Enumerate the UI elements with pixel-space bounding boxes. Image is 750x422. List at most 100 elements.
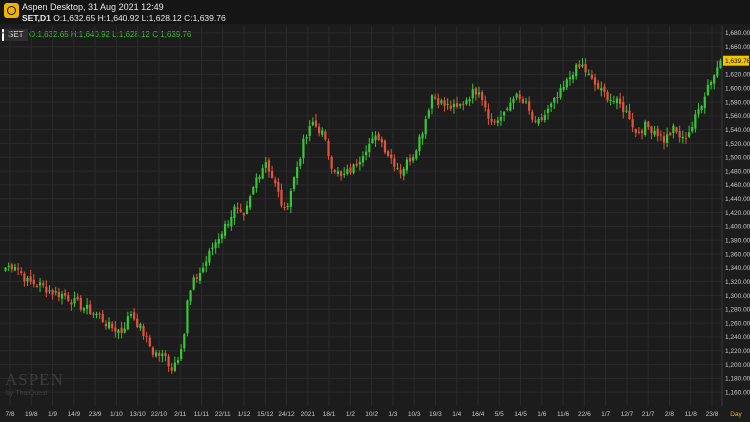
candle-body xyxy=(565,79,568,88)
candle xyxy=(568,70,572,86)
candle xyxy=(434,93,437,100)
candle xyxy=(296,161,299,185)
candle xyxy=(452,99,456,114)
candle xyxy=(481,90,484,106)
candle xyxy=(286,202,289,211)
candle xyxy=(145,331,148,343)
candle xyxy=(565,77,568,91)
candle-body xyxy=(493,121,496,123)
candle xyxy=(584,58,587,77)
candle-body xyxy=(656,128,659,137)
candle xyxy=(647,120,650,131)
candle xyxy=(64,289,67,300)
candle-body xyxy=(515,93,518,98)
candle xyxy=(274,176,277,187)
last-price-box xyxy=(723,55,749,66)
candle xyxy=(365,145,368,161)
y-tick-label: 1,400.00 xyxy=(725,224,750,231)
candle-body xyxy=(496,120,499,123)
candle-body xyxy=(20,271,23,273)
candle xyxy=(396,162,399,171)
candle xyxy=(600,81,603,97)
candle-body xyxy=(343,173,346,175)
candle xyxy=(123,322,126,334)
candle-body xyxy=(697,109,700,115)
candle-body xyxy=(148,337,151,347)
candle xyxy=(120,321,123,339)
candle-body xyxy=(666,134,669,143)
candle-body xyxy=(524,101,528,103)
candle xyxy=(208,248,211,266)
candle xyxy=(719,58,722,69)
candle xyxy=(176,356,180,365)
candle xyxy=(666,127,669,148)
candle xyxy=(249,194,252,211)
candle xyxy=(540,113,543,122)
candle xyxy=(308,120,311,142)
x-tick-label: 12/7 xyxy=(621,411,634,418)
candle-body xyxy=(267,160,271,172)
candle-body xyxy=(684,137,688,139)
candle xyxy=(559,84,562,100)
x-tick-label: 11/6 xyxy=(557,411,570,418)
candle xyxy=(23,271,26,287)
x-tick-label: 1/4 xyxy=(452,411,461,418)
x-tick-label: 1/12 xyxy=(238,411,251,418)
candle-body xyxy=(687,132,691,137)
candle-body xyxy=(7,266,10,268)
candle-body xyxy=(136,318,139,328)
candle xyxy=(512,96,515,110)
candle-body xyxy=(245,205,249,214)
candle xyxy=(421,131,424,146)
candle xyxy=(13,263,17,272)
x-tick-label: 21/7 xyxy=(642,411,655,418)
candle-body xyxy=(26,277,29,282)
candle-body xyxy=(371,138,374,144)
x-tick-label: 1/2 xyxy=(346,411,355,418)
candle-body xyxy=(709,81,713,86)
candle xyxy=(292,176,296,192)
candle xyxy=(148,334,151,348)
candle-body xyxy=(89,304,92,315)
candle xyxy=(383,139,387,155)
candle-body xyxy=(258,176,261,180)
candle xyxy=(314,113,318,128)
candle-body xyxy=(550,103,553,107)
candle xyxy=(637,127,641,135)
candle xyxy=(571,71,575,84)
x-tick-label: 5/5 xyxy=(495,411,504,418)
candle xyxy=(255,173,258,193)
candle xyxy=(656,125,659,142)
candle xyxy=(189,289,192,306)
candle-body xyxy=(703,96,706,109)
candle xyxy=(261,164,264,180)
candle xyxy=(32,274,35,288)
candle-body xyxy=(609,99,612,101)
candle-body xyxy=(631,119,634,128)
window-title: Aspen Desktop, 31 Aug 2021 12:49 xyxy=(22,2,164,12)
candle xyxy=(245,200,249,215)
candle-body xyxy=(534,120,537,122)
y-tick-label: 1,480.00 xyxy=(725,168,750,175)
candle xyxy=(201,262,205,274)
candle-body xyxy=(158,352,161,356)
candle xyxy=(339,170,343,181)
candle xyxy=(459,103,462,109)
candle xyxy=(386,149,390,158)
candle xyxy=(214,239,217,254)
candle-body xyxy=(92,313,95,315)
x-tick-label: 1/6 xyxy=(537,411,546,418)
candle xyxy=(377,131,380,142)
candle-body xyxy=(151,347,155,355)
candle-body xyxy=(415,150,418,159)
candle xyxy=(20,267,23,276)
candle xyxy=(170,362,173,375)
candle-body xyxy=(625,110,628,112)
candle-body xyxy=(650,126,653,133)
candle xyxy=(575,63,578,80)
candle xyxy=(619,92,622,109)
series-tag[interactable]: SET xyxy=(2,29,28,41)
candle-body xyxy=(437,98,440,106)
y-tick-label: 1,380.00 xyxy=(725,237,750,244)
